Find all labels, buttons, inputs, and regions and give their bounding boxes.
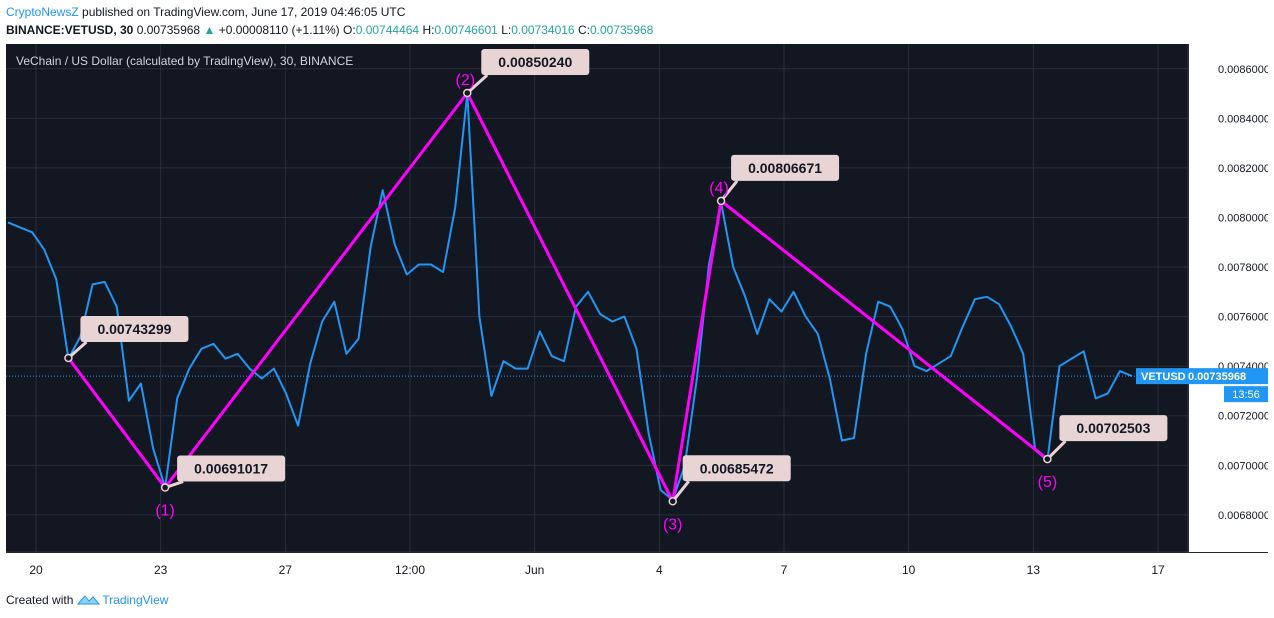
time-tick-label: 4 — [656, 563, 663, 577]
callout-box — [80, 315, 189, 342]
time-tick-label: 20 — [29, 563, 43, 577]
close-value: 0.00735968 — [589, 23, 654, 37]
callout-box — [481, 48, 590, 75]
time-tick-label: 7 — [781, 563, 788, 577]
published-text: published on TradingView.com, June 17, 2… — [82, 5, 406, 19]
callout-pointer — [719, 179, 739, 202]
pivot-value-label: 0.00702503 — [1076, 420, 1150, 436]
publish-info: CryptoNewsZ published on TradingView.com… — [6, 5, 405, 19]
publisher-link[interactable]: CryptoNewsZ — [6, 5, 79, 19]
symbol-label: BINANCE:VETUSD, 30 — [6, 23, 134, 37]
pivot-marker — [64, 353, 73, 363]
time-axis-background — [6, 553, 1268, 582]
callout-box — [177, 455, 286, 482]
chart-title: VeChain / US Dollar (calculated by Tradi… — [16, 54, 353, 68]
price-axis-background — [1189, 44, 1268, 552]
price-chart[interactable]: 0.006800000.007000000.007200000.00740000… — [6, 44, 1268, 582]
pivot-marker — [463, 88, 472, 98]
pivot-marker — [1043, 454, 1052, 464]
open-value: 0.00744464 — [355, 23, 420, 37]
time-tick-label: 13 — [1027, 563, 1041, 577]
countdown-text: 13:56 — [1232, 389, 1260, 401]
pivot-number-label: (4) — [709, 180, 729, 197]
pivot-marker — [716, 196, 726, 206]
pivot-annotations: 0.00743299 0.00691017 (1) 0.00850240 (2) 0.00… — [64, 48, 1168, 533]
time-tick-label: 10 — [902, 563, 916, 577]
chart-background — [6, 44, 1268, 582]
pivot-value-label: 0.00685472 — [700, 460, 774, 476]
pivot-number-label: (3) — [663, 516, 683, 533]
pivot-value-label: 0.00850240 — [498, 54, 572, 70]
footer: Created with TradingView — [6, 592, 168, 608]
pattern-line[interactable] — [67, 90, 1049, 507]
open-label: O: — [343, 23, 356, 37]
last-price-tag: 0.00735968 — [1188, 371, 1246, 383]
callout-box — [1059, 415, 1168, 442]
low-value: 0.00734016 — [511, 23, 575, 37]
pivot-number-label: (1) — [155, 503, 175, 520]
pivot-value-label: 0.00743299 — [97, 321, 171, 337]
high-label: H: — [422, 23, 435, 37]
pivot-marker — [668, 497, 677, 506]
pivot-number-label: (2) — [455, 72, 475, 89]
last-price: 0.00735968 — [136, 23, 201, 37]
time-axis[interactable]: 20 23 27 12:00 Jun 4 7 10 13 17 — [6, 553, 1268, 582]
callout-pointer — [671, 480, 690, 503]
grid — [6, 44, 1188, 552]
symbol-tag: VETUSD — [1141, 371, 1186, 383]
chart-header: CryptoNewsZ published on TradingView.com… — [6, 2, 1266, 42]
ohlc-bar: BINANCE:VETUSD, 30 0.00735968 ▲ +0.00008… — [6, 23, 653, 37]
time-tick-label: 12:00 — [395, 563, 425, 577]
price-tick-label: 0.00860000 — [1218, 64, 1268, 76]
callout-pointer — [466, 73, 489, 95]
time-tick-label: Jun — [525, 563, 544, 577]
tradingview-brand-link[interactable]: TradingView — [102, 593, 169, 607]
time-tick-label: 23 — [154, 563, 168, 577]
pivot-number-label: (5) — [1038, 474, 1058, 491]
up-arrow-icon: ▲ — [203, 23, 216, 37]
countdown-tag: 13:56 — [1224, 386, 1268, 403]
price-axis[interactable]: 0.006800000.007000000.007200000.00740000… — [1189, 44, 1268, 552]
pivot-value-label: 0.00806671 — [748, 160, 822, 176]
callout-box — [682, 455, 791, 482]
time-tick-label: 27 — [279, 563, 293, 577]
high-value: 0.00746601 — [434, 23, 498, 37]
pivot-marker — [160, 483, 170, 492]
created-with-text: Created with — [6, 593, 74, 607]
time-tick-label: 17 — [1151, 563, 1165, 577]
symbol-price-tag: VETUSD 0.00735968 — [1136, 368, 1268, 385]
close-label: C: — [577, 23, 590, 37]
price-change: +0.00008110 (+1.11%) — [218, 23, 340, 37]
low-label: L: — [501, 23, 512, 37]
callout-box — [731, 154, 840, 181]
price-series-line — [7, 92, 1133, 501]
tradingview-logo-icon — [77, 595, 101, 605]
pivot-value-label: 0.00691017 — [194, 461, 268, 477]
